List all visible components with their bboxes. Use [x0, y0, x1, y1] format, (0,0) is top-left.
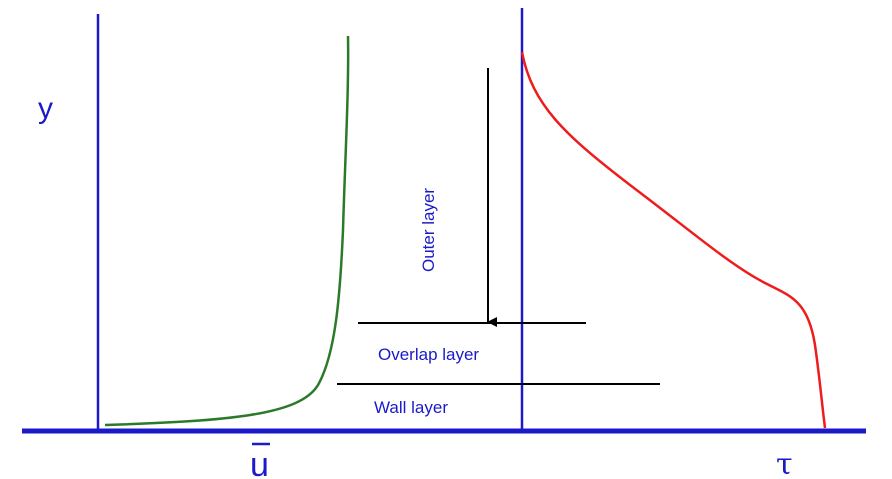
wall-layer-label: Wall layer [374, 398, 448, 417]
tau-axis-label: τ [776, 447, 793, 479]
shear-stress-profile-curve [520, 51, 827, 429]
velocity-profile-curve [104, 35, 350, 427]
u-axis-label: u [250, 446, 269, 479]
y-axis-label: y [38, 92, 53, 125]
overlap-layer-label: Overlap layer [378, 345, 479, 364]
outer-layer-label: Outer layer [419, 188, 438, 272]
